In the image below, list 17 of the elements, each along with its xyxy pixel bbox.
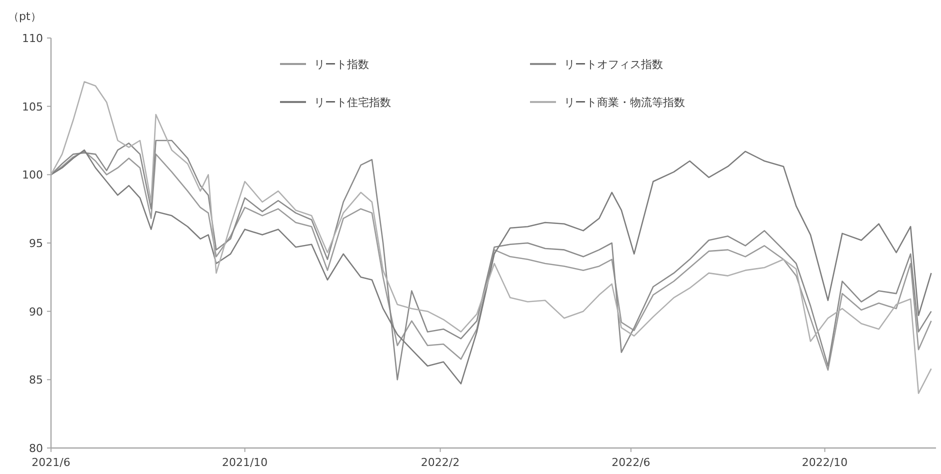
- legend-label: リート指数: [314, 58, 369, 71]
- x-tick-label: 2021/6: [32, 456, 70, 469]
- x-tick-label: 2022/2: [420, 456, 460, 469]
- y-tick-label: 80: [29, 442, 43, 455]
- y-tick-label: 90: [29, 305, 43, 318]
- y-tick-label: 100: [22, 168, 43, 182]
- y-axis-title: （pt）: [8, 10, 42, 23]
- x-tick-label: 2021/10: [222, 456, 268, 469]
- y-tick-label: 105: [22, 100, 43, 114]
- x-tick-label: 2022/10: [802, 456, 848, 469]
- legend-label: リート住宅指数: [314, 96, 391, 109]
- y-tick-label: 110: [22, 32, 43, 45]
- x-tick-label: 2022/6: [612, 456, 650, 469]
- y-tick-label: 95: [29, 237, 43, 250]
- legend-label: リート商業・物流等指数: [564, 96, 685, 109]
- y-tick-label: 85: [29, 374, 43, 387]
- legend-label: リートオフィス指数: [564, 58, 663, 71]
